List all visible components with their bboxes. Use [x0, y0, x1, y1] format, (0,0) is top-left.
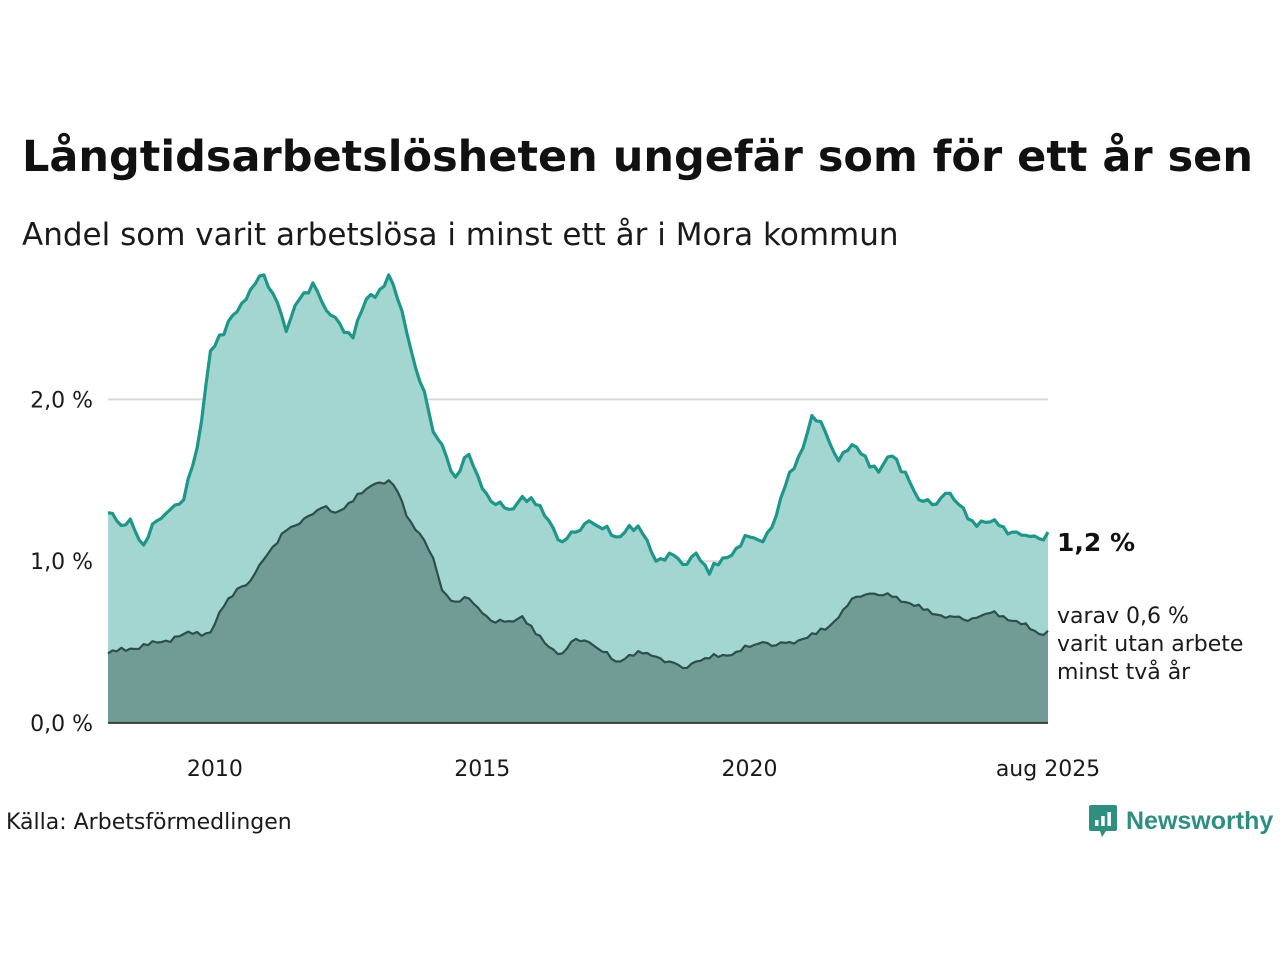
x-tick-label: 2015	[454, 757, 510, 782]
x-tick-label: 2020	[722, 757, 778, 782]
x-axis-ticks: 2010 2015 2020 aug 2025	[187, 757, 1100, 782]
brand-logo: Newsworthy	[1088, 803, 1273, 839]
newsworthy-logo-icon	[1089, 805, 1117, 837]
series-2-end-label-line: varit utan arbete	[1057, 632, 1243, 657]
chart-areas	[107, 273, 1050, 723]
end-labels: 1,2 % varav 0,6 % varit utan arbete minst t…	[1057, 528, 1243, 685]
series-1-end-label: 1,2 %	[1057, 528, 1135, 557]
y-tick-label: 2,0 %	[30, 388, 93, 413]
series-2-area	[108, 480, 1048, 723]
series-2-end-label-line: varav 0,6 %	[1057, 604, 1189, 629]
x-tick-label: 2010	[187, 757, 243, 782]
brand-name: Newsworthy	[1126, 806, 1274, 835]
y-axis-ticks: 0,0 % 1,0 % 2,0 %	[30, 388, 93, 737]
chart-subtitle: Andel som varit arbetslösa i minst ett å…	[22, 217, 899, 253]
y-tick-label: 1,0 %	[30, 550, 93, 575]
series-2-line	[107, 479, 1049, 670]
y-tick-label: 0,0 %	[30, 712, 93, 737]
source-note: Källa: Arbetsförmedlingen	[6, 810, 292, 835]
x-tick-label: aug 2025	[996, 757, 1100, 782]
series-2-end-label: varav 0,6 % varit utan arbete minst två år	[1057, 604, 1243, 685]
series-1-line	[107, 273, 1050, 576]
series-2-end-label-line: minst två år	[1057, 659, 1191, 685]
chart-title: Långtidsarbetslösheten ungefär som för e…	[22, 132, 1253, 182]
